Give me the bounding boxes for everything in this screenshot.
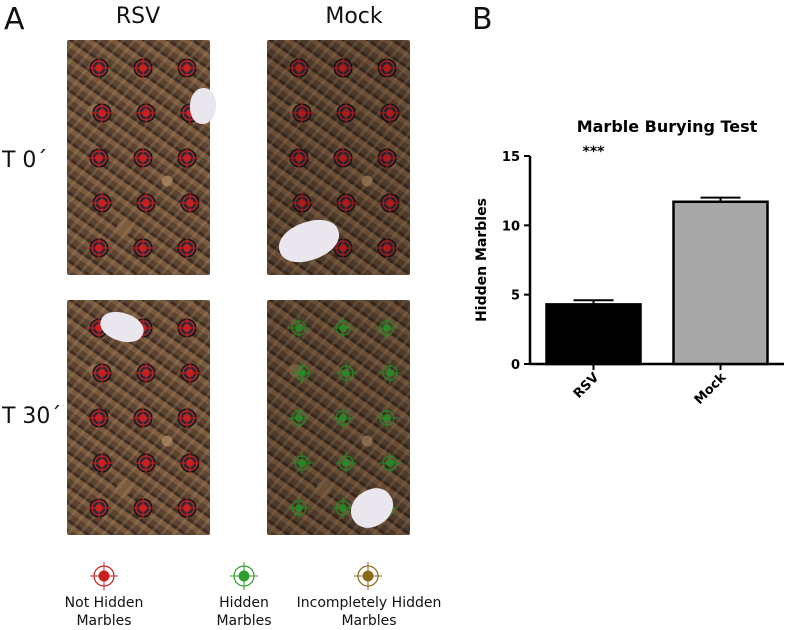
hidden-marble-marker xyxy=(291,362,313,384)
not-hidden-marble-marker xyxy=(88,57,110,79)
hidden-marble-marker xyxy=(288,407,310,429)
not-hidden-marble-marker xyxy=(88,407,110,429)
panel-letter-b: B xyxy=(472,2,493,37)
not-hidden-marble-marker xyxy=(135,102,157,124)
hidden-marble-marker xyxy=(332,407,354,429)
legend-icon-not-hidden xyxy=(90,562,118,590)
not-hidden-marble-marker xyxy=(376,57,398,79)
green-target-icon xyxy=(230,562,258,590)
not-hidden-marble-marker xyxy=(179,192,201,214)
not-hidden-marble-marker xyxy=(291,192,313,214)
not-hidden-marble-marker xyxy=(332,57,354,79)
not-hidden-marble-marker xyxy=(379,102,401,124)
legend-label-hidden: Hidden Marbles xyxy=(184,594,304,630)
hidden-marble-marker xyxy=(379,452,401,474)
bar-mock xyxy=(672,200,769,366)
not-hidden-marble-marker xyxy=(135,192,157,214)
not-hidden-marble-marker xyxy=(288,147,310,169)
marble-burying-chart: Marble Burying Test 0 5 10 15 Hidden Marbles R… xyxy=(474,117,784,408)
not-hidden-marble-marker xyxy=(179,452,201,474)
y-tick-label: 0 xyxy=(511,358,520,373)
not-hidden-marble-marker xyxy=(288,57,310,79)
y-tick-label: 10 xyxy=(502,219,520,234)
hidden-marble-marker xyxy=(288,317,310,339)
not-hidden-marble-marker xyxy=(132,147,154,169)
not-hidden-marble-marker xyxy=(132,57,154,79)
photo-rsv-t0 xyxy=(67,40,210,275)
not-hidden-marble-marker xyxy=(132,237,154,259)
y-tick-label: 15 xyxy=(502,150,520,165)
significance-label: *** xyxy=(583,144,606,160)
not-hidden-marble-marker xyxy=(176,317,198,339)
not-hidden-marble-marker xyxy=(176,497,198,519)
not-hidden-marble-marker xyxy=(176,407,198,429)
legend-icon-incompletely-hidden xyxy=(354,562,382,590)
not-hidden-marble-marker xyxy=(179,362,201,384)
not-hidden-marble-marker xyxy=(176,57,198,79)
not-hidden-marble-marker xyxy=(332,147,354,169)
hidden-marble-marker xyxy=(332,317,354,339)
not-hidden-marble-marker xyxy=(335,102,357,124)
legend-label-incompletely-hidden: Incompletely Hidden Marbles xyxy=(294,594,444,630)
legend-text-line: Hidden xyxy=(219,595,269,611)
not-hidden-marble-marker xyxy=(91,452,113,474)
not-hidden-marble-marker xyxy=(91,102,113,124)
legend-label-not-hidden: Not Hidden Marbles xyxy=(40,594,168,630)
hidden-marble-marker xyxy=(376,317,398,339)
bar-rsv xyxy=(545,303,642,366)
hidden-marble-marker xyxy=(335,362,357,384)
not-hidden-marble-marker xyxy=(135,452,157,474)
not-hidden-marble-marker xyxy=(176,147,198,169)
not-hidden-marble-marker xyxy=(91,362,113,384)
not-hidden-marble-marker xyxy=(132,407,154,429)
row-label-t0: T 0´ xyxy=(2,148,48,173)
legend-text-line: Marbles xyxy=(341,613,397,629)
not-hidden-marble-marker xyxy=(91,192,113,214)
hidden-marble-marker xyxy=(288,497,310,519)
not-hidden-marble-marker xyxy=(379,192,401,214)
hidden-marble-marker xyxy=(379,362,401,384)
not-hidden-marble-marker xyxy=(132,497,154,519)
mouse xyxy=(190,88,216,124)
x-tick-label: RSV xyxy=(571,370,602,401)
legend-icon-hidden xyxy=(230,562,258,590)
y-axis-label: Hidden Marbles xyxy=(474,198,490,322)
not-hidden-marble-marker xyxy=(376,147,398,169)
column-title-rsv: RSV xyxy=(115,4,161,29)
y-tick-label: 5 xyxy=(511,289,520,304)
not-hidden-marble-marker xyxy=(88,497,110,519)
panel-letter-a: A xyxy=(4,2,25,37)
not-hidden-marble-marker xyxy=(176,237,198,259)
hidden-marble-marker xyxy=(291,452,313,474)
hidden-marble-marker xyxy=(335,452,357,474)
not-hidden-marble-marker xyxy=(376,237,398,259)
not-hidden-marble-marker xyxy=(88,237,110,259)
row-label-t30: T 30´ xyxy=(2,404,62,429)
chart-title: Marble Burying Test xyxy=(577,117,758,136)
not-hidden-marble-marker xyxy=(135,362,157,384)
legend-text-line: Not Hidden xyxy=(64,595,144,611)
legend-text-line: Marbles xyxy=(76,613,132,629)
column-title-mock: Mock xyxy=(325,4,383,29)
legend-text-line: Marbles xyxy=(216,613,272,629)
legend-text-line: Incompletely Hidden xyxy=(296,595,442,611)
not-hidden-marble-marker xyxy=(88,147,110,169)
not-hidden-marble-marker xyxy=(335,192,357,214)
not-hidden-marble-marker xyxy=(332,237,354,259)
brown-target-icon xyxy=(354,562,382,590)
red-target-icon xyxy=(90,562,118,590)
not-hidden-marble-marker xyxy=(291,102,313,124)
hidden-marble-marker xyxy=(376,407,398,429)
x-tick-label: Mock xyxy=(692,370,730,408)
photo-rsv-t30 xyxy=(67,300,210,535)
